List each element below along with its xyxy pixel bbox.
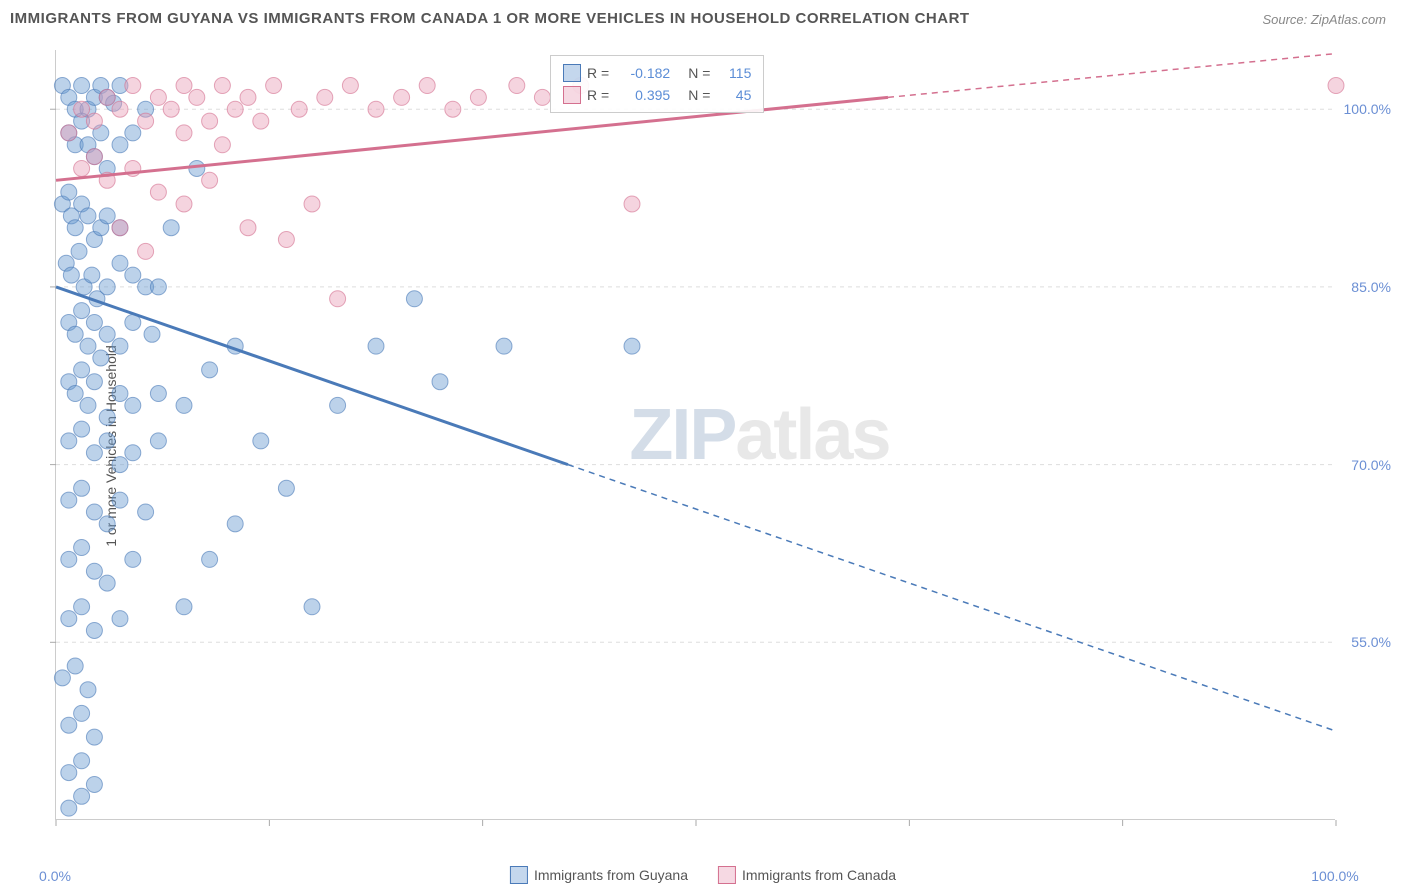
legend-swatch <box>563 64 581 82</box>
series-legend: Immigrants from Guyana Immigrants from Ca… <box>510 866 896 884</box>
chart-title: IMMIGRANTS FROM GUYANA VS IMMIGRANTS FRO… <box>10 10 970 27</box>
legend-r-label: R = <box>587 65 609 81</box>
y-tick-label: 85.0% <box>1351 279 1391 295</box>
legend-row: R = 0.395 N = 45 <box>563 84 751 106</box>
bottom-legend-item: Immigrants from Canada <box>718 866 896 884</box>
bottom-legend-item: Immigrants from Guyana <box>510 866 688 884</box>
legend-n-value: 115 <box>716 65 751 81</box>
legend-n-value: 45 <box>716 87 751 103</box>
legend-r-value: 0.395 <box>615 87 670 103</box>
legend-swatch <box>718 866 736 884</box>
legend-n-label: N = <box>688 65 710 81</box>
y-tick-label: 70.0% <box>1351 457 1391 473</box>
bottom-legend-label: Immigrants from Canada <box>742 867 896 883</box>
y-tick-label: 55.0% <box>1351 634 1391 650</box>
chart-plot-area: ZIPatlas <box>55 50 1335 820</box>
legend-r-value: -0.182 <box>615 65 670 81</box>
source-attribution: Source: ZipAtlas.com <box>1262 12 1386 27</box>
bottom-legend-label: Immigrants from Guyana <box>534 867 688 883</box>
y-tick-label: 100.0% <box>1344 101 1391 117</box>
correlation-legend: R = -0.182 N = 115 R = 0.395 N = 45 <box>550 55 764 113</box>
legend-swatch <box>563 86 581 104</box>
chart-svg <box>56 50 1336 820</box>
legend-swatch <box>510 866 528 884</box>
legend-n-label: N = <box>688 87 710 103</box>
legend-r-label: R = <box>587 87 609 103</box>
legend-row: R = -0.182 N = 115 <box>563 62 751 84</box>
x-tick-label: 100.0% <box>1311 868 1358 884</box>
x-tick-label: 0.0% <box>39 868 71 884</box>
